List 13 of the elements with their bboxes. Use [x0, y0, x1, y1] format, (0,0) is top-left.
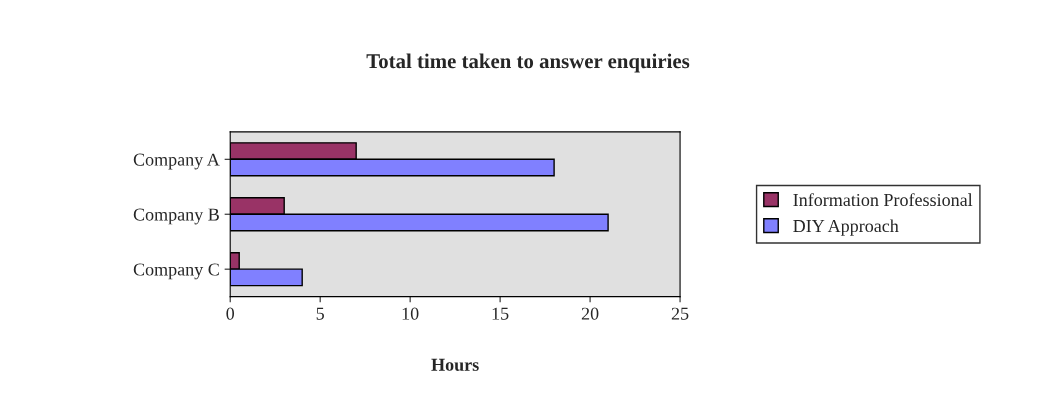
x-axis-title: Hours — [431, 358, 479, 371]
x-tick-label: 10 — [402, 307, 419, 320]
x-tick-label: 5 — [316, 307, 324, 320]
y-tick-label: Company A — [133, 153, 220, 170]
x-tick-label: 15 — [492, 307, 509, 320]
x-tick-label: 0 — [226, 307, 235, 320]
x-tick-label: 20 — [581, 307, 599, 320]
legend-label: DIY Approach — [793, 219, 899, 236]
y-tick-label: Company B — [133, 208, 219, 225]
legend-label: Information Professional — [793, 193, 973, 207]
x-tick-label: 25 — [671, 307, 689, 320]
y-tick-label: Company C — [133, 263, 219, 280]
chart-title: Total time taken to answer enquiries — [366, 53, 690, 73]
